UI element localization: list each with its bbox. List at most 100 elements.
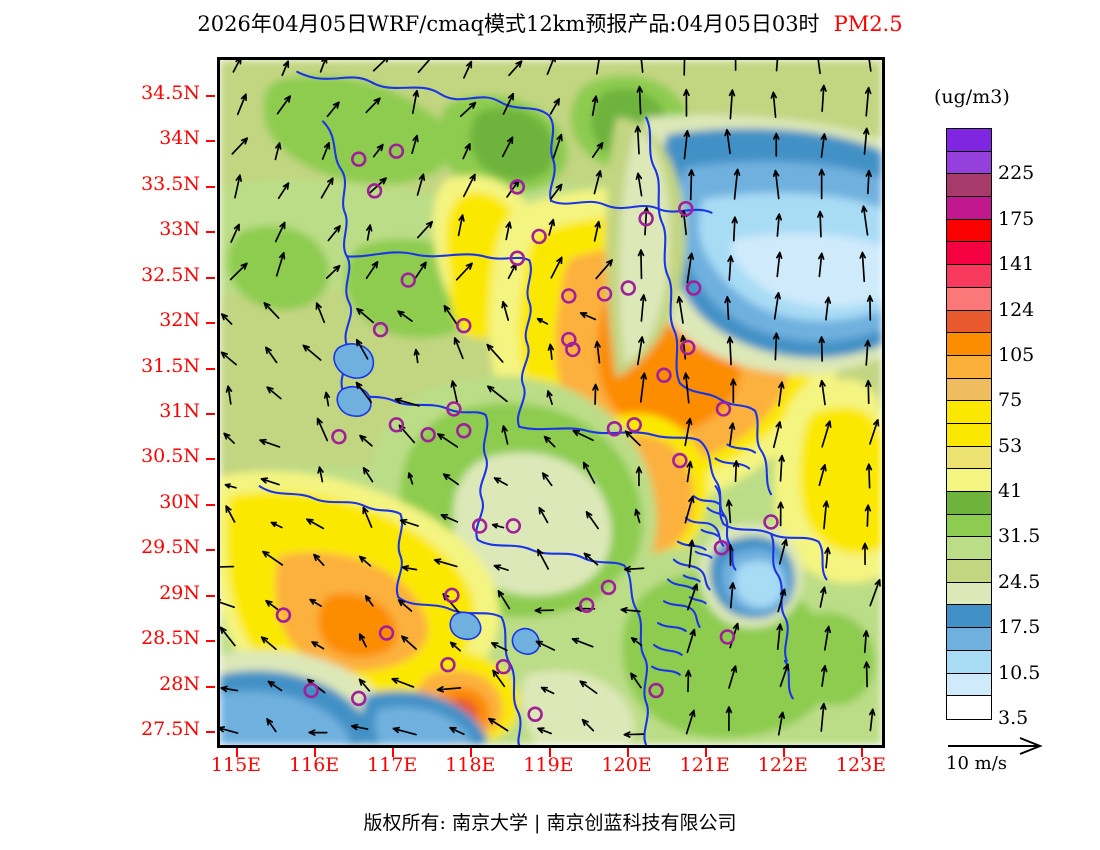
colorbar-band	[947, 605, 991, 629]
lat-tick-mark	[206, 95, 215, 97]
lon-tick-label: 121E	[679, 754, 730, 776]
lat-tick-label: 32N	[159, 309, 200, 332]
lat-tick-label: 33N	[159, 218, 200, 241]
lat-tick-label: 29.5N	[141, 536, 200, 559]
colorbar-band	[947, 242, 991, 266]
lon-tick-mark	[782, 748, 785, 757]
lat-tick-label: 32.5N	[141, 263, 200, 286]
lon-tick-label: 115E	[210, 754, 262, 776]
lon-tick-label: 118E	[445, 754, 496, 776]
colorbar-band	[947, 446, 991, 470]
lon-tick-mark	[704, 748, 707, 757]
colorbar-band	[947, 696, 991, 719]
colorbar-tick-label: 175	[998, 207, 1035, 230]
lat-tick-label: 30N	[159, 490, 200, 513]
lon-tick-mark	[392, 748, 395, 757]
lat-tick-mark	[206, 640, 215, 643]
lat-tick-label: 27.5N	[141, 718, 200, 740]
colorbar-band	[947, 310, 991, 334]
lon-tick-mark	[861, 748, 863, 757]
colorbar-tick-label: 141	[998, 253, 1035, 276]
colorbar-band	[947, 492, 991, 515]
lat-tick-mark	[206, 367, 215, 370]
lat-tick-label: 29N	[159, 581, 200, 604]
colorbar-band	[947, 560, 991, 583]
lat-tick-mark	[206, 594, 215, 597]
lat-tick-label: 28.5N	[141, 627, 200, 650]
wind-vector-field	[220, 60, 881, 738]
lon-tick-mark	[548, 748, 551, 757]
colorbar	[946, 128, 992, 720]
colorbar-band	[947, 537, 991, 561]
lat-tick-label: 31N	[159, 400, 200, 422]
colorbar-band	[947, 673, 991, 697]
lat-tick-mark	[206, 231, 215, 234]
station-markers	[275, 143, 779, 723]
lat-tick-mark	[206, 731, 215, 733]
lat-tick-mark	[206, 685, 215, 688]
title-species-text: PM2.5	[833, 12, 903, 36]
lat-tick-mark	[206, 276, 215, 279]
colorbar-band	[947, 650, 991, 674]
colorbar-band	[947, 151, 991, 175]
lat-tick-label: 34.5N	[141, 82, 200, 104]
colorbar-band	[947, 514, 991, 538]
colorbar-tick-label: 31.5	[998, 525, 1041, 548]
lat-tick-label: 33.5N	[141, 172, 200, 195]
lon-tick-mark	[236, 748, 238, 757]
lon-tick-label: 123E	[835, 754, 887, 776]
forecast-map-plot[interactable]	[217, 57, 885, 748]
lon-tick-mark	[626, 748, 629, 757]
wind-scale-key: 10 m/s	[946, 735, 1096, 774]
lat-tick-label: 28N	[159, 672, 200, 695]
lat-tick-mark	[206, 549, 215, 552]
colorbar-band	[947, 174, 991, 198]
contour-field	[220, 60, 882, 745]
page-title: 2026年04月05日WRF/cmaq模式12km预报产品:04月05日03时 P…	[0, 8, 1100, 38]
colorbar-band	[947, 197, 991, 220]
colorbar-tick-label: 3.5	[998, 707, 1029, 729]
colorbar-band	[947, 219, 991, 243]
lat-tick-mark	[206, 413, 215, 415]
lat-tick-label: 30.5N	[141, 445, 200, 468]
colorbar-band	[947, 469, 991, 492]
lat-tick-label: 34N	[159, 127, 200, 150]
colorbar-band	[947, 628, 991, 651]
colorbar-tick-label: 75	[998, 389, 1023, 412]
lat-tick-label: 31.5N	[141, 354, 200, 377]
lon-tick-mark	[470, 748, 473, 757]
wind-scale-arrow	[948, 737, 1043, 755]
colorbar-band	[947, 333, 991, 356]
colorbar-band	[947, 401, 991, 424]
lat-tick-mark	[206, 322, 215, 325]
lon-tick-mark	[314, 748, 317, 757]
lat-tick-mark	[206, 185, 215, 188]
lon-tick-label: 119E	[523, 754, 574, 776]
colorbar-band	[947, 129, 991, 152]
wind-scale-label: 10 m/s	[946, 753, 1007, 774]
colorbar-tick-label: 53	[998, 434, 1023, 457]
lon-tick-label: 122E	[757, 754, 808, 776]
lon-tick-label: 116E	[289, 754, 340, 776]
colorbar-unit-label: (ug/m3)	[934, 86, 1010, 108]
colorbar-tick-label: 105	[998, 343, 1035, 366]
colorbar-band	[947, 423, 991, 447]
colorbar-band	[947, 582, 991, 606]
lat-tick-mark	[206, 503, 215, 506]
colorbar-tick-label: 225	[998, 162, 1035, 185]
lon-tick-label: 120E	[601, 754, 652, 776]
colorbar-band	[947, 287, 991, 311]
colorbar-band	[947, 355, 991, 379]
lat-tick-mark	[206, 140, 215, 143]
colorbar-band	[947, 265, 991, 288]
lon-tick-label: 117E	[367, 754, 418, 776]
title-main-text: 2026年04月05日WRF/cmaq模式12km预报产品:04月05日03时	[197, 12, 820, 36]
colorbar-tick-label: 10.5	[998, 661, 1041, 684]
colorbar-tick-label: 24.5	[998, 570, 1041, 593]
colorbar-band	[947, 378, 991, 402]
colorbar-tick-label: 41	[998, 480, 1023, 503]
lat-tick-mark	[206, 458, 215, 461]
colorbar-tick-label: 17.5	[998, 616, 1041, 639]
copyright-notice: 版权所有: 南京大学 | 南京创蓝科技有限公司	[363, 812, 737, 834]
colorbar-tick-label: 124	[998, 298, 1035, 321]
